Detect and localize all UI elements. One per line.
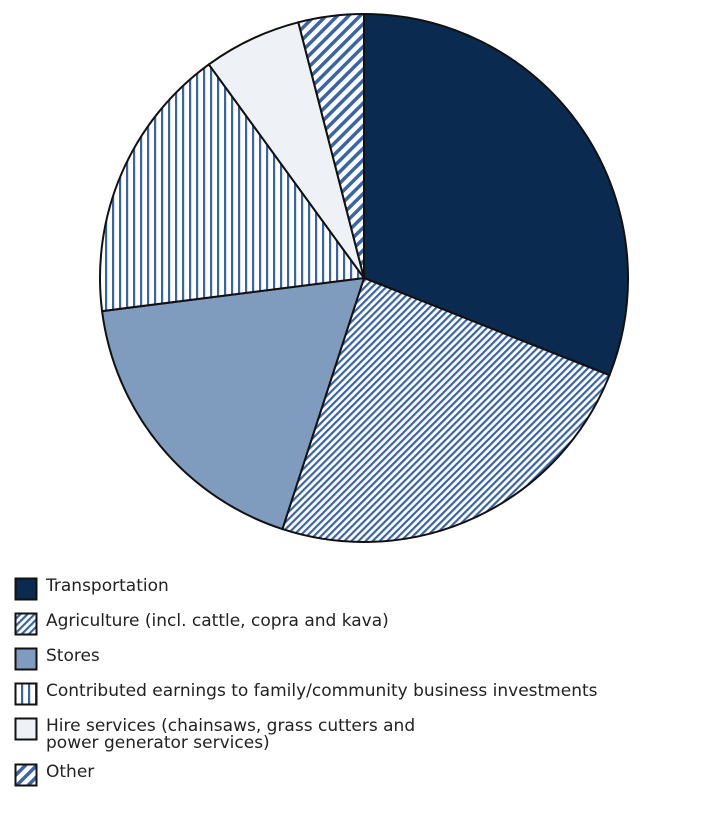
legend-swatch — [14, 717, 38, 741]
legend-item: Other — [14, 762, 598, 787]
legend-label: Agriculture (incl. cattle, copra and kav… — [46, 611, 389, 631]
legend-label: Stores — [46, 646, 100, 666]
legend-item: Stores — [14, 646, 598, 671]
legend-label: Hire services (chainsaws, grass cutters … — [46, 716, 416, 753]
legend-swatch — [14, 682, 38, 706]
pie-slice — [363, 12, 629, 377]
legend-label: Transportation — [46, 576, 169, 596]
legend-label: Other — [46, 762, 95, 782]
legend: Transportation Agriculture (incl. cattle,… — [14, 576, 598, 797]
legend-item: Transportation — [14, 576, 598, 601]
pie-slice — [297, 12, 365, 279]
pie-slice — [99, 63, 366, 313]
legend-swatch — [14, 577, 38, 601]
legend-swatch — [14, 763, 38, 787]
pie-slice — [100, 276, 366, 531]
legend-item: Agriculture (incl. cattle, copra and kav… — [14, 611, 598, 636]
legend-label: Contributed earnings to family/community… — [46, 681, 598, 701]
chart — [99, 12, 629, 543]
legend-item: Contributed earnings to family/community… — [14, 681, 598, 706]
legend-swatch — [14, 612, 38, 636]
pie-slice — [281, 276, 611, 543]
legend-swatch — [14, 647, 38, 671]
legend-item: Hire services (chainsaws, grass cutters … — [14, 716, 598, 752]
